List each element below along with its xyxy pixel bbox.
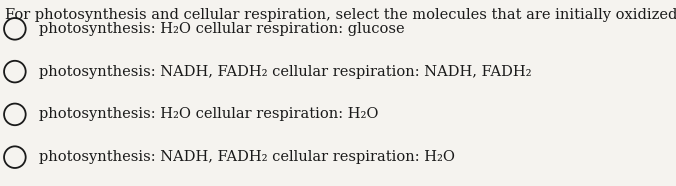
Text: For photosynthesis and cellular respiration, select the molecules that are initi: For photosynthesis and cellular respirat… <box>5 8 676 22</box>
Text: photosynthesis: H₂O cellular respiration: H₂O: photosynthesis: H₂O cellular respiration… <box>39 107 379 121</box>
Text: photosynthesis: NADH, FADH₂ cellular respiration: H₂O: photosynthesis: NADH, FADH₂ cellular res… <box>39 150 455 164</box>
Text: photosynthesis: NADH, FADH₂ cellular respiration: NADH, FADH₂: photosynthesis: NADH, FADH₂ cellular res… <box>39 65 532 79</box>
Text: photosynthesis: H₂O cellular respiration: glucose: photosynthesis: H₂O cellular respiration… <box>39 22 405 36</box>
